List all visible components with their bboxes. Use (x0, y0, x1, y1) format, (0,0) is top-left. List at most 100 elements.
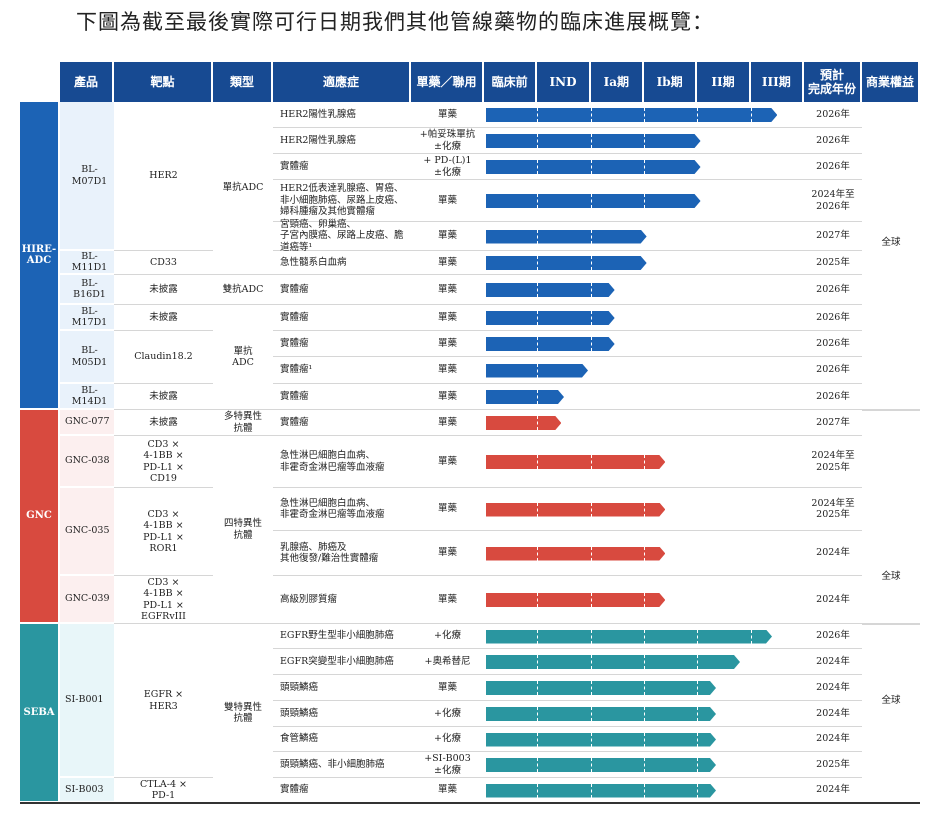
stage-track (484, 649, 804, 675)
progress-bar (486, 390, 564, 404)
stage-divider (590, 502, 592, 517)
usage-cell: 單藥 (411, 180, 484, 222)
completion-year-cell: 2025年 (804, 752, 862, 778)
progress-bar (486, 455, 665, 469)
divider (862, 409, 920, 411)
product-cell: BL-B16D1 (60, 275, 114, 305)
stage-divider (590, 707, 592, 721)
stage-divider (590, 160, 592, 174)
product-cell: BL-M05D1 (60, 331, 114, 384)
stage-divider (590, 629, 592, 644)
usage-cell: 單藥 (411, 102, 484, 128)
usage-cell: 單藥 (411, 778, 484, 803)
progress-bar (486, 681, 716, 695)
progress-bar (486, 630, 772, 644)
header-stage-3: Ib期 (644, 62, 698, 102)
indication-cell: 實體瘤 (273, 305, 411, 331)
stage-divider (644, 194, 645, 208)
usage-cell: +SI-B003 ±化療 (411, 752, 484, 778)
product-cell: SI-B001 (60, 624, 114, 778)
progress-bar (486, 364, 588, 378)
product-cell: GNC-038 (60, 436, 114, 488)
group-label: GNC (20, 410, 58, 624)
stage-divider (697, 655, 699, 669)
type-cell: 單抗ADC (213, 102, 273, 275)
progress-bar (486, 337, 615, 351)
stage-divider (537, 758, 539, 772)
completion-year-cell: 2024年 (804, 778, 862, 803)
target-cell: CD33 (114, 251, 213, 275)
stage-divider (750, 108, 752, 122)
product-cell: BL-M17D1 (60, 305, 114, 331)
progress-bar (486, 547, 665, 561)
usage-cell: 單藥 (411, 384, 484, 410)
stage-divider (537, 707, 539, 721)
indication-cell: HER2陽性乳腺癌 (273, 128, 411, 154)
product-cell: GNC-039 (60, 576, 114, 624)
header-tgt: 靶點 (114, 62, 213, 102)
usage-cell: 單藥 (411, 251, 484, 275)
target-cell: 未披露 (114, 410, 213, 436)
progress-bar (486, 733, 716, 747)
product-cell: BL-M11D1 (60, 251, 114, 275)
stage-divider (537, 108, 539, 122)
header-stage-1: IND (537, 62, 591, 102)
usage-cell: 單藥 (411, 675, 484, 701)
progress-bar (486, 311, 615, 325)
type-cell: 四特異性 抗體 (213, 436, 273, 624)
stage-track (484, 222, 804, 251)
stage-divider (590, 783, 592, 798)
completion-year-cell: 2026年 (804, 154, 862, 180)
stage-divider (644, 783, 645, 798)
stage-track (484, 624, 804, 649)
completion-year-cell: 2026年 (804, 331, 862, 357)
stage-divider (590, 256, 592, 270)
stage-divider (537, 629, 539, 644)
stage-divider (537, 256, 539, 270)
usage-cell: 單藥 (411, 275, 484, 305)
completion-year-cell: 2024年 (804, 576, 862, 624)
stage-divider (537, 502, 539, 517)
stage-divider (644, 758, 645, 772)
stage-divider (590, 593, 592, 607)
stage-divider (537, 337, 539, 351)
target-cell: Claudin18.2 (114, 331, 213, 384)
stage-divider (537, 455, 539, 469)
indication-cell: EGFR突變型非小細胞肺癌 (273, 649, 411, 675)
completion-year-cell: 2026年 (804, 128, 862, 154)
indication-cell: 頭頸鱗癌 (273, 701, 411, 727)
stage-track (484, 410, 804, 436)
indication-cell: 實體瘤 (273, 384, 411, 410)
stage-divider (590, 134, 592, 148)
usage-cell: +化療 (411, 624, 484, 649)
header-stage-4: II期 (697, 62, 751, 102)
target-cell: CD3 × 4-1BB × PD-L1 × CD19 (114, 436, 213, 488)
progress-bar (486, 134, 701, 148)
stage-divider (697, 681, 699, 695)
completion-year-cell: 2024年 (804, 675, 862, 701)
usage-cell: +奧希替尼 (411, 649, 484, 675)
progress-bar (486, 707, 716, 721)
stage-divider (590, 108, 592, 122)
completion-year-cell: 2026年 (804, 624, 862, 649)
commercial-rights-cell: 全球 (881, 237, 901, 249)
usage-cell: 單藥 (411, 488, 484, 531)
usage-cell: +化療 (411, 727, 484, 752)
completion-year-cell: 2026年 (804, 357, 862, 384)
stage-divider (590, 655, 592, 669)
progress-bar (486, 784, 716, 798)
stage-divider (644, 108, 645, 122)
header-commercial-rights: 商業權益 (862, 62, 920, 102)
stage-track (484, 531, 804, 576)
progress-bar (486, 230, 647, 244)
stage-divider (537, 546, 539, 561)
completion-year-cell: 2026年 (804, 102, 862, 128)
stage-divider (697, 108, 699, 122)
stage-divider (537, 390, 539, 404)
product-cell: GNC-077 (60, 410, 114, 436)
indication-cell: 急性淋巴細胞白血病、 非霍奇金淋巴瘤等血液瘤 (273, 436, 411, 488)
stage-divider (590, 732, 592, 747)
stage-track (484, 384, 804, 410)
usage-cell: 單藥 (411, 222, 484, 251)
type-cell: 雙抗ADC (213, 275, 273, 305)
